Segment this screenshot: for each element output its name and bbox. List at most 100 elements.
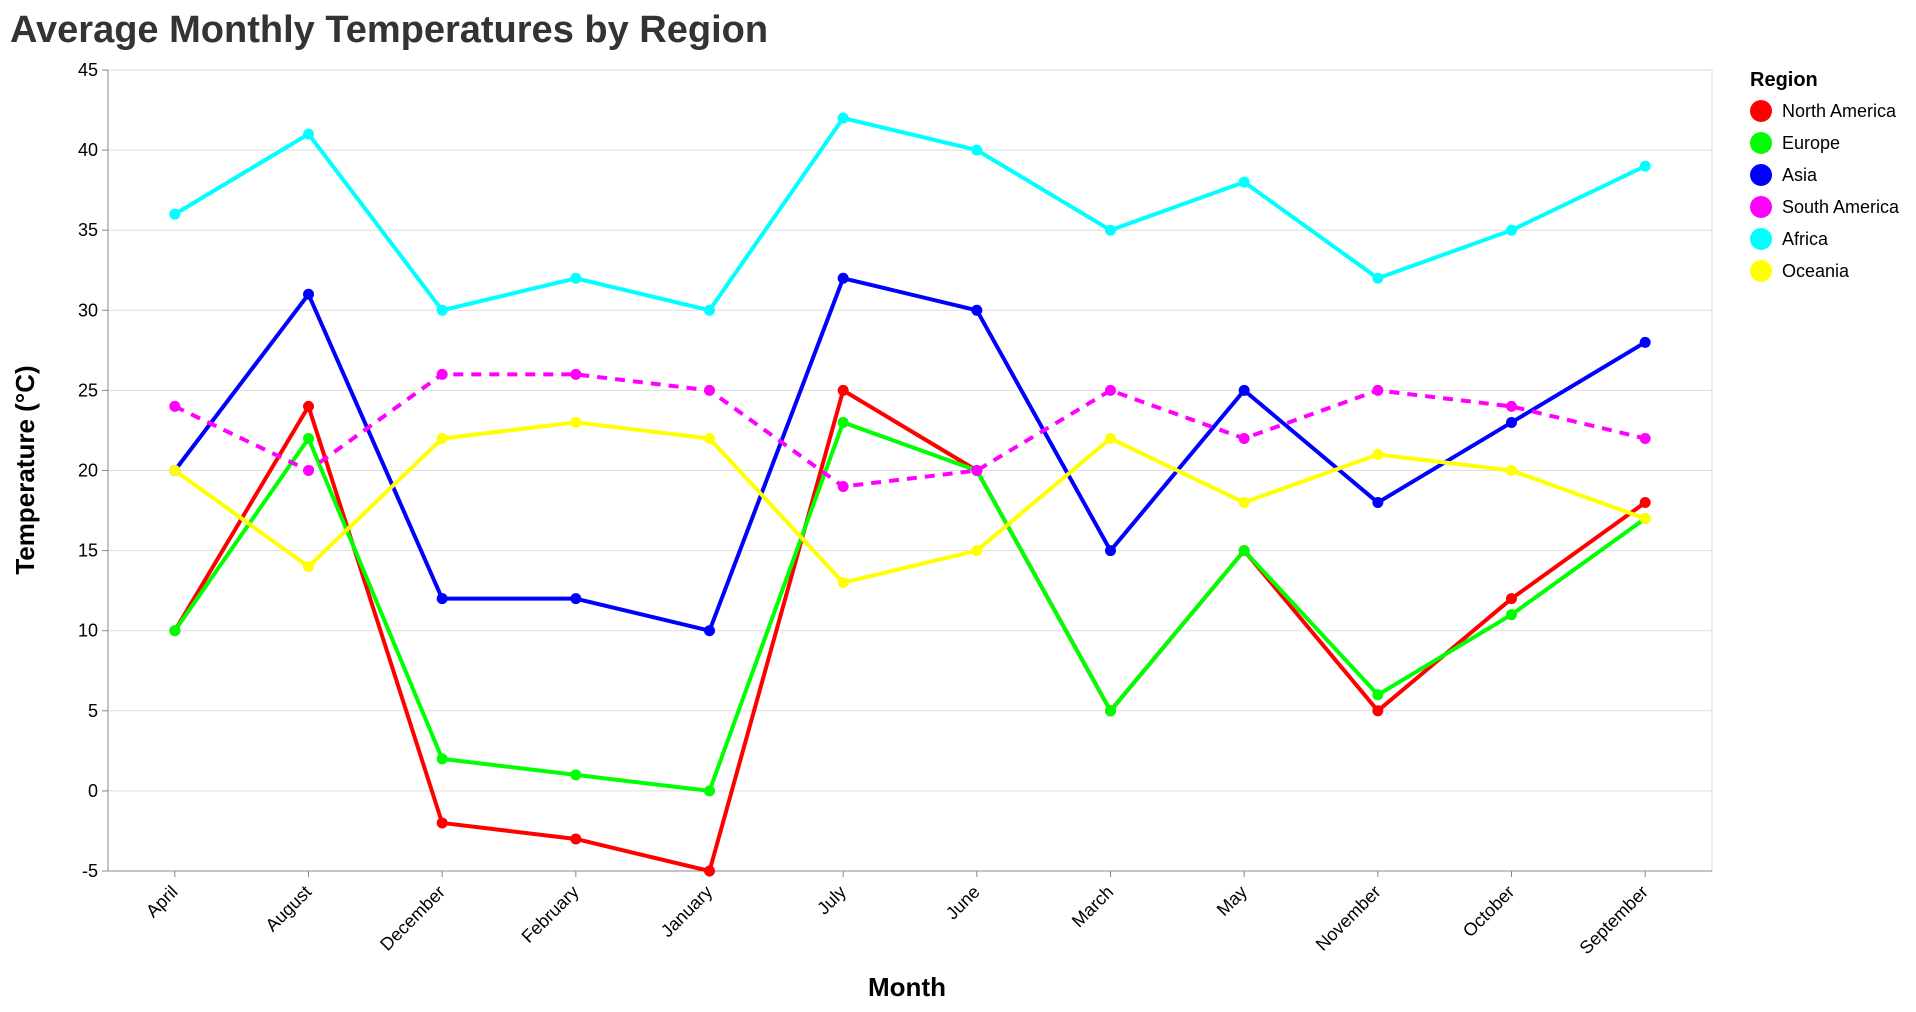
series-line-europe xyxy=(173,420,1647,793)
data-point-north-america xyxy=(436,817,448,829)
legend-item-south-america: South America xyxy=(1750,196,1900,218)
legend-label: Europe xyxy=(1782,133,1840,153)
data-point-oceania xyxy=(704,432,715,444)
legend-item-oceania: Oceania xyxy=(1750,260,1850,282)
data-point-asia xyxy=(570,593,582,605)
y-tick-label: 30 xyxy=(78,300,98,320)
legend-swatch xyxy=(1750,260,1772,282)
data-point-oceania xyxy=(1506,465,1517,476)
legend-label: South America xyxy=(1782,197,1900,217)
y-tick-label: 45 xyxy=(78,60,98,80)
legend-label: Africa xyxy=(1782,229,1829,249)
legend-item-europe: Europe xyxy=(1750,132,1840,154)
data-point-africa xyxy=(1238,176,1250,188)
data-point-south-america xyxy=(971,465,983,476)
data-point-africa xyxy=(971,144,983,156)
series-line-asia xyxy=(173,276,1647,633)
x-tick-label: November xyxy=(1312,882,1385,955)
x-tick-label: March xyxy=(1068,882,1118,932)
data-point-north-america xyxy=(837,384,849,396)
data-point-south-america xyxy=(169,400,181,412)
y-tick-label: 40 xyxy=(78,140,98,160)
series-line-north-america xyxy=(173,388,1647,873)
data-point-oceania xyxy=(570,416,582,428)
x-tick-label: August xyxy=(262,882,316,936)
data-point-europe xyxy=(570,769,582,781)
data-point-europe xyxy=(1105,705,1116,717)
data-point-europe xyxy=(436,753,448,765)
data-point-oceania xyxy=(436,432,448,444)
data-point-south-america xyxy=(1639,432,1651,444)
data-point-asia xyxy=(1238,384,1250,396)
y-tick-label: 5 xyxy=(88,701,98,721)
data-point-south-america xyxy=(704,384,715,396)
data-point-oceania xyxy=(1105,432,1116,444)
data-point-asia xyxy=(704,625,715,637)
data-point-north-america xyxy=(704,865,715,877)
y-tick-label: 25 xyxy=(78,380,98,400)
y-tick-label: 0 xyxy=(88,781,98,801)
data-point-europe xyxy=(1238,545,1250,557)
y-tick-label: 35 xyxy=(78,220,98,240)
data-point-asia xyxy=(837,272,849,284)
series-points xyxy=(169,112,1651,877)
legend-label: Asia xyxy=(1782,165,1818,185)
series-line-south-america xyxy=(173,372,1646,489)
x-tick-label: July xyxy=(813,882,850,919)
data-point-asia xyxy=(1639,336,1651,348)
series-lines xyxy=(173,116,1647,873)
series-line-oceania xyxy=(173,420,1646,585)
data-point-europe xyxy=(169,625,181,637)
data-point-south-america xyxy=(303,465,314,476)
x-tick-label: September xyxy=(1576,882,1652,958)
data-point-africa xyxy=(570,272,582,284)
data-point-africa xyxy=(436,304,448,316)
x-axis-title: Month xyxy=(868,972,946,1002)
x-tick-label: February xyxy=(518,882,583,947)
data-point-asia xyxy=(303,288,314,300)
data-point-oceania xyxy=(1238,497,1250,509)
data-point-africa xyxy=(704,304,715,316)
data-point-south-america xyxy=(1105,384,1116,396)
legend: Region North America Europe Asia South Amer… xyxy=(1750,69,1900,282)
y-axis-title: Temperature (°C) xyxy=(10,365,40,574)
x-tick-label: May xyxy=(1213,882,1251,920)
data-point-europe xyxy=(303,432,314,444)
x-tick-label: April xyxy=(142,882,182,922)
legend-swatch xyxy=(1750,132,1772,154)
x-tick-label: June xyxy=(942,882,984,924)
data-point-north-america xyxy=(303,400,314,412)
data-point-africa xyxy=(169,208,181,220)
data-point-oceania xyxy=(303,561,314,573)
data-point-africa xyxy=(303,128,314,140)
chart-title: Average Monthly Temperatures by Region xyxy=(10,9,768,51)
legend-label: North America xyxy=(1782,101,1897,121)
legend-item-africa: Africa xyxy=(1750,228,1829,250)
legend-swatch xyxy=(1750,100,1772,122)
legend-swatch xyxy=(1750,228,1772,250)
data-point-asia xyxy=(1105,545,1116,557)
data-point-africa xyxy=(1639,160,1651,172)
data-point-oceania xyxy=(1372,448,1384,460)
x-tick-label: January xyxy=(657,882,716,941)
legend-swatch xyxy=(1750,196,1772,218)
data-point-europe xyxy=(704,785,715,797)
legend-swatch xyxy=(1750,164,1772,186)
data-point-north-america xyxy=(570,833,582,845)
data-point-africa xyxy=(1372,272,1384,284)
data-point-oceania xyxy=(1639,513,1651,525)
data-point-oceania xyxy=(971,545,983,557)
series-line-africa xyxy=(173,116,1647,313)
data-point-south-america xyxy=(1372,384,1384,396)
data-point-africa xyxy=(1506,224,1517,236)
data-point-europe xyxy=(837,416,849,428)
data-point-south-america xyxy=(570,368,582,380)
data-point-asia xyxy=(1506,416,1517,428)
data-point-south-america xyxy=(837,481,849,493)
legend-item-north-america: North America xyxy=(1750,100,1897,122)
data-point-oceania xyxy=(169,465,181,476)
y-tick-label: -5 xyxy=(82,861,98,881)
data-point-north-america xyxy=(1506,593,1517,605)
data-point-europe xyxy=(1372,689,1384,701)
